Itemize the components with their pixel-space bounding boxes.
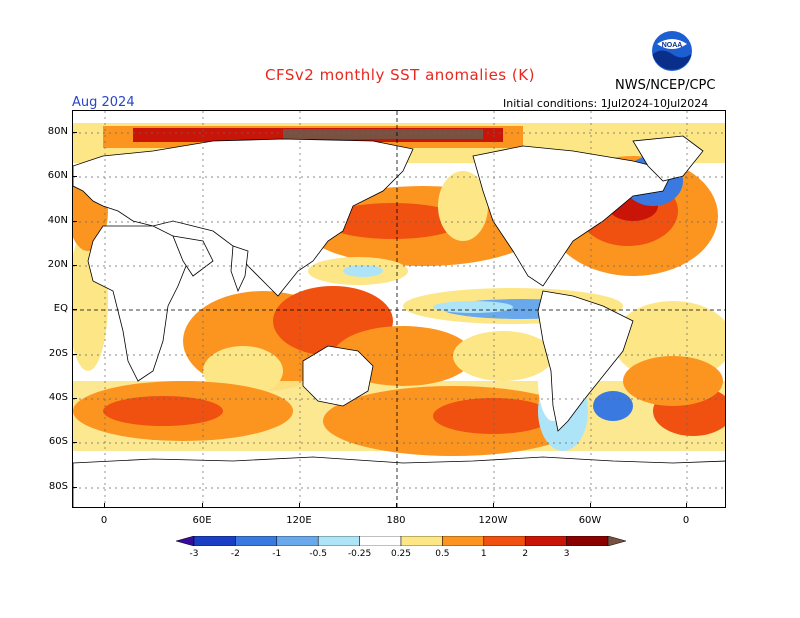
colorbar-label: 2 [522, 549, 529, 559]
lat-label: 60S [48, 436, 68, 447]
lon-label: 120E [286, 515, 312, 526]
colorbar-max-arrow [607, 536, 626, 546]
colorbar-segment [442, 536, 485, 546]
lat-tick [72, 309, 77, 310]
colorbar-segment [359, 536, 402, 546]
lat-label: 40N [47, 215, 68, 226]
lon-label: 0 [100, 515, 108, 526]
colorbar-label: -1 [272, 549, 282, 559]
lon-tick [686, 503, 687, 508]
lat-tick [72, 265, 77, 266]
colorbar-segment [524, 536, 567, 546]
reference-lines [73, 111, 725, 507]
colorbar-segment [193, 536, 236, 546]
colorbar-segment [317, 536, 360, 546]
lat-label: 60N [47, 170, 68, 181]
lat-tick [72, 487, 77, 488]
lat-tick [72, 442, 77, 443]
lon-tick [202, 503, 203, 508]
lat-tick [72, 398, 77, 399]
lat-label: 20N [47, 259, 68, 270]
colorbar-segment [235, 536, 278, 546]
organization-label: NWS/NCEP/CPC [615, 78, 716, 93]
svg-text:NOAA: NOAA [662, 42, 683, 49]
colorbar-segment [483, 536, 526, 546]
lon-tick [493, 503, 494, 508]
colorbar-min-arrow [176, 536, 195, 546]
lat-tick [72, 132, 77, 133]
gridlines [73, 111, 725, 507]
lat-label: 80N [47, 126, 68, 137]
colorbar-label: -0.5 [309, 549, 327, 559]
lon-label: 60E [192, 515, 212, 526]
lon-tick [299, 503, 300, 508]
lon-tick [590, 503, 591, 508]
lat-label: 20S [48, 348, 68, 359]
colorbar-label: 0.5 [435, 549, 450, 559]
continents [73, 135, 725, 507]
colorbar-segment [400, 536, 443, 546]
lat-tick [72, 221, 77, 222]
lat-tick [72, 354, 77, 355]
colorbar-segment [276, 536, 319, 546]
lon-label: 180 [386, 515, 406, 526]
lat-tick [72, 176, 77, 177]
sst-anomaly-map [72, 110, 726, 508]
colorbar-label: -3 [189, 549, 199, 559]
colorbar-label: -0.25 [347, 549, 372, 559]
colorbar [176, 536, 626, 546]
colorbar-label: 1 [480, 549, 487, 559]
lat-label: 80S [48, 481, 68, 492]
lon-label: 120W [478, 515, 508, 526]
forecast-month-label: Aug 2024 [72, 95, 135, 110]
colorbar-label: 0.25 [390, 549, 412, 559]
lon-tick [104, 503, 105, 508]
colorbar-label: 3 [563, 549, 570, 559]
lon-label: 0 [682, 515, 690, 526]
noaa-logo-icon: NOAA [652, 31, 692, 71]
lon-tick [396, 503, 397, 508]
lon-label: 60W [578, 515, 602, 526]
lat-label: 40S [48, 392, 68, 403]
map-title: CFSv2 monthly SST anomalies (K) [265, 66, 535, 84]
lat-label: EQ [53, 303, 68, 314]
colorbar-label: -2 [230, 549, 240, 559]
initial-conditions-label: Initial conditions: 1Jul2024-10Jul2024 [503, 97, 709, 110]
colorbar-segment [566, 536, 609, 546]
sst-anomaly-field [73, 111, 725, 507]
